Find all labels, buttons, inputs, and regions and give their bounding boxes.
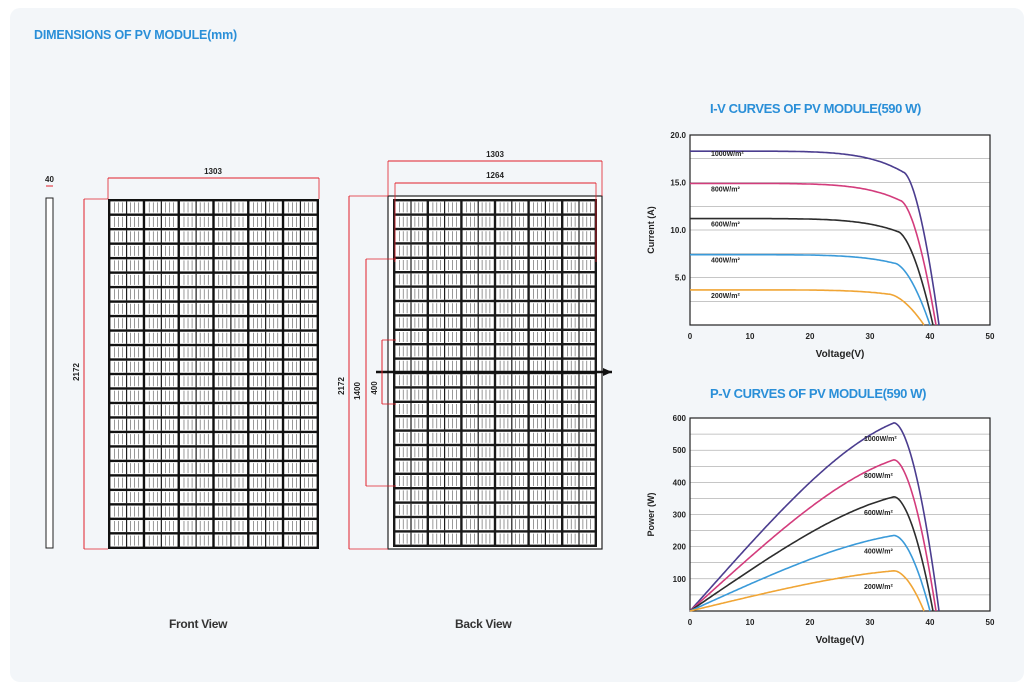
y-axis-label: Current (A) bbox=[646, 206, 656, 254]
series-label: 200W/m² bbox=[711, 293, 740, 300]
iv-chart: 0 10 20 30 40 50 5.0 10.0 15.0 20.0 Voltage(V) Curr… bbox=[646, 131, 995, 360]
series-label: 600W/m² bbox=[864, 510, 893, 517]
back-mid-label: 400 bbox=[370, 381, 379, 395]
series-label: 800W/m² bbox=[711, 186, 740, 193]
y-tick-label: 600 bbox=[673, 414, 687, 423]
y-axis-label: Power (W) bbox=[646, 492, 656, 536]
y-tick-label: 400 bbox=[673, 478, 687, 487]
x-tick-label: 40 bbox=[926, 618, 935, 627]
x-axis-label: Voltage(V) bbox=[816, 349, 865, 360]
pv-chart: 0 10 20 30 40 50 100 200 300 400 500 600 Voltage(V) P… bbox=[646, 414, 995, 646]
series-curve bbox=[690, 217, 934, 326]
series-curve bbox=[690, 253, 931, 326]
series-label: 1000W/m² bbox=[864, 436, 897, 443]
back-width-inner-label: 1264 bbox=[486, 171, 504, 180]
x-tick-label: 0 bbox=[688, 332, 693, 341]
back-height-label: 2172 bbox=[337, 377, 346, 395]
back-mount-label: 1400 bbox=[353, 382, 362, 400]
x-tick-label: 20 bbox=[806, 332, 815, 341]
x-tick-label: 50 bbox=[986, 332, 995, 341]
back-width-outer-label: 1303 bbox=[486, 150, 504, 159]
x-tick-label: 10 bbox=[746, 618, 755, 627]
y-tick-label: 20.0 bbox=[670, 131, 686, 140]
series-label: 1000W/m² bbox=[711, 151, 744, 158]
iv-chart-title: I-V CURVES OF PV MODULE(590 W) bbox=[710, 101, 921, 116]
side-view-frame bbox=[45, 197, 54, 549]
y-tick-label: 100 bbox=[673, 575, 687, 584]
x-tick-label: 30 bbox=[866, 332, 875, 341]
y-tick-label: 300 bbox=[673, 511, 687, 520]
x-tick-label: 0 bbox=[688, 618, 693, 627]
y-tick-label: 500 bbox=[673, 446, 687, 455]
series-curve bbox=[689, 182, 937, 326]
x-tick-label: 30 bbox=[866, 618, 875, 627]
plot-frame bbox=[689, 134, 991, 326]
series-curve bbox=[690, 150, 940, 326]
x-axis-label: Voltage(V) bbox=[816, 635, 865, 646]
x-tick-label: 10 bbox=[746, 332, 755, 341]
series-curve bbox=[689, 495, 934, 612]
front-width-label: 1303 bbox=[204, 167, 222, 176]
series-label: 800W/m² bbox=[864, 473, 893, 480]
series-curve bbox=[689, 458, 937, 612]
front-view-panel bbox=[108, 199, 319, 549]
front-view-label: Front View bbox=[169, 617, 228, 631]
x-tick-label: 40 bbox=[926, 332, 935, 341]
series-curve bbox=[689, 534, 931, 612]
series-curve bbox=[689, 569, 925, 612]
series-label: 400W/m² bbox=[711, 258, 740, 265]
section-title: DIMENSIONS OF PV MODULE(mm) bbox=[34, 28, 237, 42]
plot-frame bbox=[689, 417, 991, 612]
series-label: 400W/m² bbox=[864, 548, 893, 555]
back-view-label: Back View bbox=[455, 617, 512, 631]
y-tick-label: 200 bbox=[673, 543, 687, 552]
x-tick-label: 50 bbox=[986, 618, 995, 627]
y-tick-label: 5.0 bbox=[675, 274, 687, 283]
side-thickness-label: 40 bbox=[45, 175, 54, 184]
series-label: 200W/m² bbox=[864, 584, 893, 591]
pv-chart-title: P-V CURVES OF PV MODULE(590 W) bbox=[710, 386, 927, 401]
series-curve bbox=[689, 289, 925, 326]
module-drawings: 40 1303 2172 1303 1264 2172 1400 400 bbox=[45, 150, 612, 550]
series-curve bbox=[689, 421, 940, 612]
series-label: 600W/m² bbox=[711, 222, 740, 229]
y-tick-label: 10.0 bbox=[670, 226, 686, 235]
y-tick-label: 15.0 bbox=[670, 179, 686, 188]
back-view-panel bbox=[376, 195, 612, 550]
x-tick-label: 20 bbox=[806, 618, 815, 627]
front-height-label: 2172 bbox=[72, 363, 81, 381]
